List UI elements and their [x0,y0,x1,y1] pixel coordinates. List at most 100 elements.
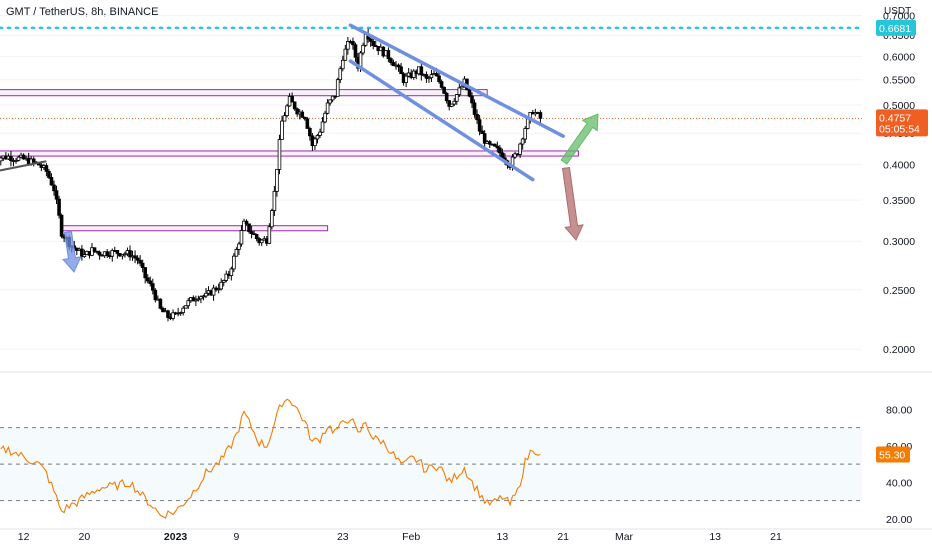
candle-body [153,289,158,301]
candle-body [178,312,183,314]
price-tick-label: 0.2500 [883,285,915,297]
candle-body [477,119,482,132]
candle-body [21,154,26,160]
candle-body [161,307,165,313]
candle-body [145,277,150,282]
candle-body [211,287,216,296]
candle-body [292,101,297,110]
rsi-last-badge [876,446,910,463]
candle-body [49,177,54,186]
candle-body [128,250,132,258]
candle-body [44,165,49,172]
candle-body [302,116,307,120]
candle-body [434,73,439,77]
candle-body [80,248,84,258]
candle-body [133,255,137,259]
candle-body [0,157,3,162]
bearish-arrow [561,166,584,241]
price-tick-label: 0.3000 [883,236,915,248]
candle-body [475,113,479,121]
support-zone-1 [0,89,488,97]
candle-body [275,168,279,192]
candle-body [525,118,530,129]
candle-body [520,138,525,145]
rsi-line [0,398,541,519]
candle-body [150,283,155,291]
candle-body [424,74,429,79]
candle-body [148,280,153,285]
candle-body [171,312,175,319]
breakdown-arrow [62,230,82,273]
candle-body [14,159,18,162]
candle-body [105,251,110,256]
candle-body [52,184,56,192]
time-tick-label: 2023 [164,531,188,543]
candle-body [196,298,201,301]
candle-body [325,102,330,114]
candle-body [97,251,102,256]
candle-body [500,152,505,159]
candle-body [442,86,446,94]
candle-body [389,58,393,63]
candle-body [224,273,229,281]
countdown-label: 05:05:54 [879,123,920,135]
drawings-layer [0,23,599,273]
candle-body [234,249,239,257]
time-tick-label: 13 [497,531,509,543]
candle-body [305,118,310,129]
candle-body [239,230,244,245]
candle-body [216,288,221,291]
candle-body [219,281,224,290]
candle-body [330,95,335,101]
rsi-tick-label: 80.00 [886,404,912,416]
candle-body [135,257,140,261]
candle-body [396,64,401,68]
candle-body [95,250,99,253]
bullish-arrow [560,113,599,165]
candle-body [232,255,236,270]
candle-body [249,231,254,235]
candle-body [439,81,444,88]
candle-body [343,48,348,61]
candle-body [158,298,163,309]
rsi-last-label: 55.30 [879,449,905,461]
candle-body [404,75,408,84]
candle-body [315,135,320,140]
candle-body [31,158,36,163]
time-tick-label: 21 [557,531,569,543]
candle-body [290,96,294,103]
candle-body [467,89,472,97]
candle-body [229,268,234,276]
candle-body [267,226,272,244]
candle-body [270,210,274,228]
candle-body [482,133,487,144]
candle-body [247,223,251,233]
price-tick-label: 0.5500 [883,75,915,87]
candle-body [259,239,264,244]
candle-body [487,141,492,145]
candle-body [472,102,477,115]
time-tick-label: 20 [79,531,91,543]
level-badge-label: 0.6681 [879,23,911,35]
candle-body [437,75,441,83]
candle-body [323,112,327,123]
candle-body [242,220,246,231]
price-tick-label: 0.2000 [883,344,915,356]
time-tick-label: 12 [18,531,30,543]
candle-body [110,250,115,257]
candle-body [328,99,332,104]
candle-body [320,121,325,133]
candle-body [335,79,340,97]
candle-body [9,155,13,162]
candle-body [254,234,259,239]
candle-body [373,45,378,47]
candle-body [411,70,416,78]
candle-body [318,131,322,136]
candle-body [47,170,51,178]
candle-body [277,139,282,170]
candle-body [353,44,358,58]
candle-body [166,310,170,318]
time-tick-label: 13 [709,531,721,543]
candle-body [143,267,148,279]
